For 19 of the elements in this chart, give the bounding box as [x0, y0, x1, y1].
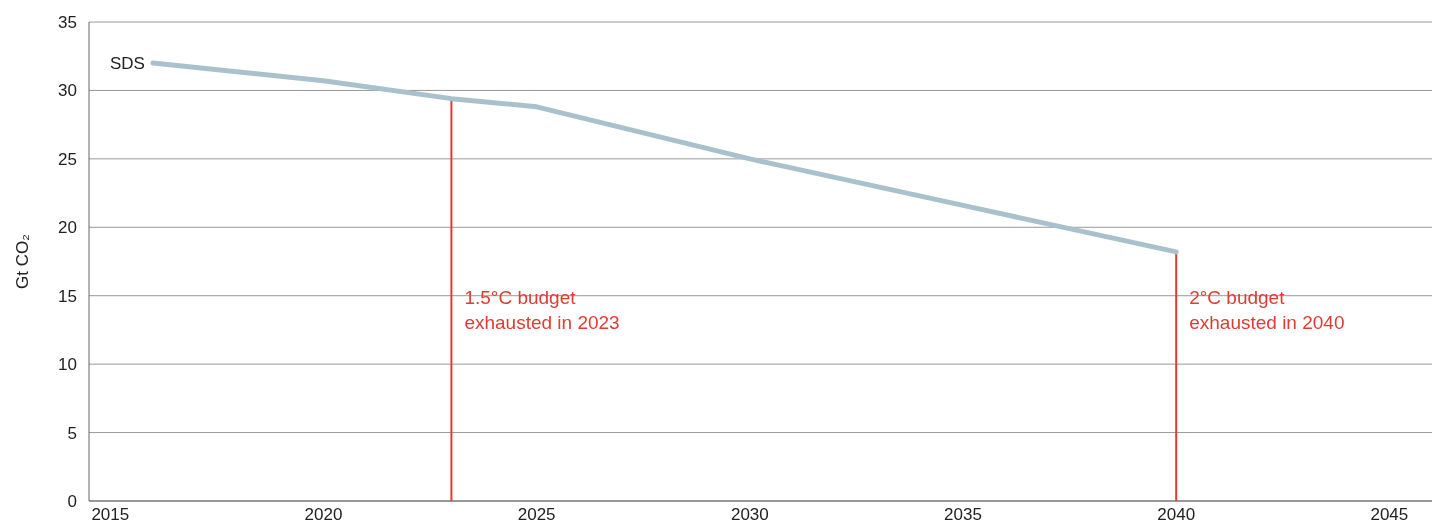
y-tick-label: 30 [58, 81, 77, 101]
y-tick-label: 35 [58, 12, 77, 32]
x-tick-label: 2035 [944, 505, 982, 524]
x-tick-label: 2040 [1157, 505, 1196, 524]
y-tick-label: 10 [58, 355, 77, 375]
x-tick-label: 2025 [517, 505, 556, 524]
y-axis-title: Gt CO₂ [13, 234, 32, 289]
y-tick-label: 0 [67, 491, 77, 511]
y-tick-label: 25 [58, 149, 77, 169]
x-tick-label: 2030 [730, 505, 769, 524]
x-tick-label: 2015 [91, 505, 130, 524]
y-tick-label: 5 [67, 423, 77, 443]
ref-line-label: 2°C budget exhausted in 2040 [1189, 286, 1345, 333]
y-tick-label: 15 [58, 286, 77, 306]
x-tick-label: 2045 [1370, 505, 1409, 524]
series-label: SDS [109, 54, 145, 74]
x-tick-label: 2020 [304, 505, 343, 524]
y-tick-label: 20 [58, 218, 77, 238]
ref-line-label: 1.5°C budget exhausted in 2023 [464, 286, 620, 333]
